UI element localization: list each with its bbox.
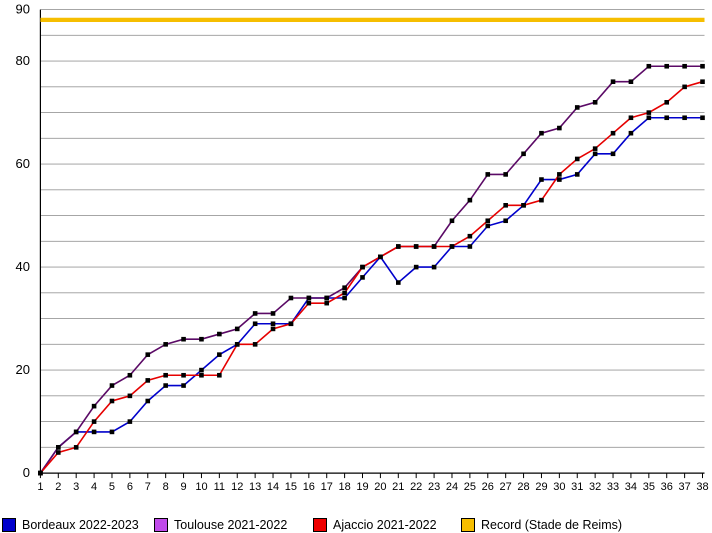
svg-text:6: 6 <box>127 481 133 493</box>
svg-text:12: 12 <box>231 481 243 493</box>
svg-text:80: 80 <box>16 53 30 68</box>
svg-text:0: 0 <box>23 465 30 480</box>
svg-text:10: 10 <box>195 481 207 493</box>
svg-text:16: 16 <box>303 481 315 493</box>
svg-text:3: 3 <box>73 481 79 493</box>
svg-text:5: 5 <box>109 481 115 493</box>
svg-text:34: 34 <box>625 481 637 493</box>
svg-text:2: 2 <box>55 481 61 493</box>
svg-text:13: 13 <box>249 481 261 493</box>
svg-text:20: 20 <box>374 481 386 493</box>
svg-text:36: 36 <box>661 481 673 493</box>
svg-text:22: 22 <box>410 481 422 493</box>
svg-text:30: 30 <box>553 481 565 493</box>
svg-text:18: 18 <box>338 481 350 493</box>
svg-text:23: 23 <box>428 481 440 493</box>
svg-text:26: 26 <box>482 481 494 493</box>
svg-text:90: 90 <box>16 2 30 17</box>
svg-text:25: 25 <box>464 481 476 493</box>
svg-text:38: 38 <box>696 481 708 493</box>
svg-text:32: 32 <box>589 481 601 493</box>
svg-text:15: 15 <box>285 481 297 493</box>
svg-text:31: 31 <box>571 481 583 493</box>
svg-text:17: 17 <box>321 481 333 493</box>
svg-text:29: 29 <box>535 481 547 493</box>
svg-text:7: 7 <box>145 481 151 493</box>
svg-text:27: 27 <box>500 481 512 493</box>
svg-text:21: 21 <box>392 481 404 493</box>
svg-text:35: 35 <box>643 481 655 493</box>
svg-text:33: 33 <box>607 481 619 493</box>
svg-text:37: 37 <box>678 481 690 493</box>
svg-text:4: 4 <box>91 481 97 493</box>
svg-text:24: 24 <box>446 481 458 493</box>
svg-text:40: 40 <box>16 259 30 274</box>
svg-text:28: 28 <box>517 481 529 493</box>
svg-text:11: 11 <box>214 481 225 493</box>
svg-text:1: 1 <box>37 481 43 493</box>
svg-text:14: 14 <box>267 481 279 493</box>
svg-text:19: 19 <box>356 481 368 493</box>
svg-text:20: 20 <box>16 362 30 377</box>
svg-text:60: 60 <box>16 156 30 171</box>
svg-text:9: 9 <box>180 481 186 493</box>
svg-text:8: 8 <box>163 481 169 493</box>
